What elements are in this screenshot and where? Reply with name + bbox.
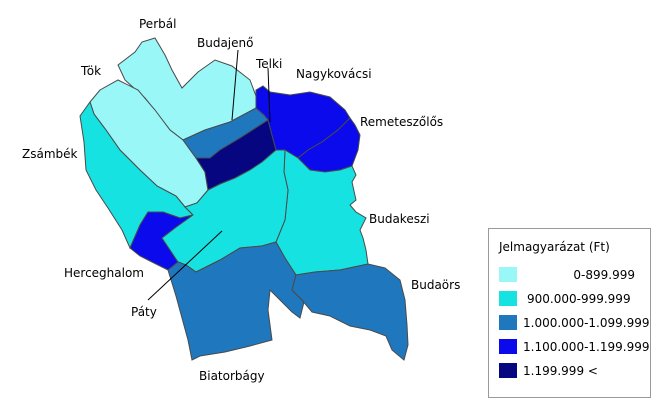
leader-budajeno bbox=[231, 49, 239, 121]
label-telki: Telki bbox=[256, 57, 283, 71]
legend-swatch bbox=[499, 267, 517, 282]
legend-label: 1.000.000-1.099.999 bbox=[523, 316, 650, 330]
label-budakeszi: Budakeszi bbox=[369, 212, 430, 226]
legend-item: 1.000.000-1.099.999 bbox=[499, 315, 649, 331]
label-herceghalom: Herceghalom bbox=[64, 266, 144, 280]
region-budaors bbox=[291, 263, 409, 361]
label-remeteszolos: Remeteszőlős bbox=[360, 115, 444, 129]
label-budaors: Budaörs bbox=[411, 278, 461, 292]
legend-label: 0-899.999 bbox=[573, 268, 635, 282]
legend-label: 1.100.000-1.199.999 bbox=[523, 340, 650, 354]
legend: Jelmagyarázat (Ft) 0-899.999 900.000-999… bbox=[488, 228, 651, 398]
leader-telki bbox=[267, 67, 271, 123]
label-perbal: Perbál bbox=[139, 17, 177, 31]
label-tok: Tök bbox=[81, 64, 102, 78]
label-paty: Páty bbox=[131, 305, 157, 319]
legend-swatch bbox=[499, 339, 517, 354]
label-nagykovacsi: Nagykovácsi bbox=[296, 67, 372, 81]
legend-item: 900.000-999.999 bbox=[499, 291, 649, 307]
label-zsambek: Zsámbék bbox=[22, 147, 78, 161]
legend-swatch bbox=[499, 315, 517, 330]
legend-swatch bbox=[499, 291, 517, 306]
leader-paty bbox=[147, 230, 223, 301]
label-budajeno: Budajenő bbox=[197, 36, 254, 50]
label-biatorbagy: Biatorbágy bbox=[199, 369, 265, 383]
legend-item: 0-899.999 bbox=[499, 267, 649, 283]
legend-swatch bbox=[499, 363, 517, 378]
region-paty bbox=[161, 149, 289, 273]
legend-label: 1.199.999 < bbox=[523, 364, 598, 378]
legend-label: 900.000-999.999 bbox=[527, 292, 631, 306]
region-biatorbagy bbox=[167, 241, 305, 361]
legend-title: Jelmagyarázat (Ft) bbox=[499, 240, 610, 254]
legend-item: 1.100.000-1.199.999 bbox=[499, 339, 649, 355]
legend-item: 1.199.999 < bbox=[499, 363, 649, 379]
